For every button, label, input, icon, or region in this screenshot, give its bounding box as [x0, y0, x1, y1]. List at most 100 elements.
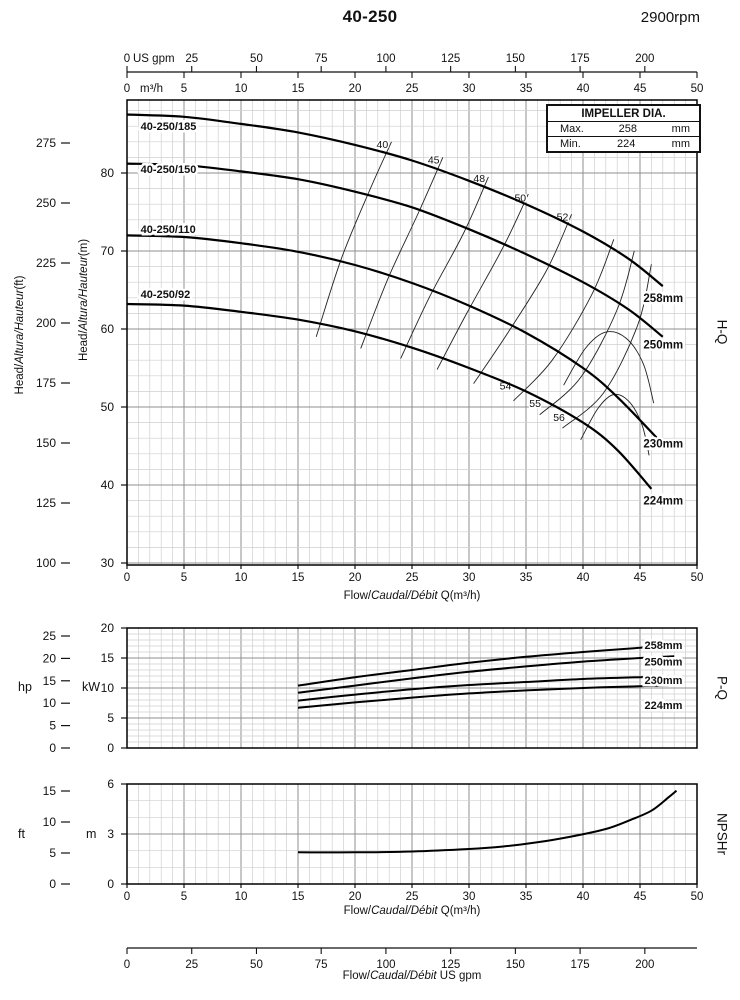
head-ft-axis-label-pre: Head/ [14, 363, 26, 395]
hq-x-tick-label: 35 [520, 572, 533, 584]
top-gpm-tick-label: 125 [441, 53, 460, 65]
head-m-axis-label-post: (m) [78, 238, 90, 257]
npshr-ft-tick-label: 5 [49, 846, 56, 860]
hq-x-tick-label: 40 [577, 572, 590, 584]
hq-flow-axis-label: Flow/Caudal/Débit Q(m³/h) [344, 590, 481, 602]
gpm-flow-axis-label-pre: Flow/ [342, 970, 371, 982]
pq-diameter-label-258mm: 258mm [645, 640, 683, 652]
head-m-tick-label: 50 [101, 400, 115, 414]
bottom-gpm-tick-label: 75 [315, 959, 328, 971]
top-m3h-tick-label: 10 [235, 83, 248, 95]
gpm-flow-axis-label-italic: Caudal/Débit [370, 970, 437, 982]
model-label-40-250/150: 40-250/150 [141, 164, 197, 176]
top-gpm-zero-label: 0 [124, 53, 130, 65]
hp-tick-label: 10 [43, 696, 57, 710]
hp-tick-label: 20 [43, 651, 57, 665]
efficiency-label-40: 40 [377, 139, 389, 151]
kw-tick-label: 15 [101, 651, 115, 665]
npshr-x-tick-label: 0 [124, 891, 130, 903]
npshr-flow-axis-label-post: Q(m³/h) [437, 905, 481, 917]
hq-x-tick-label: 10 [235, 572, 248, 584]
hq-curve-230mm [126, 234, 658, 439]
impeller-min-label: Min. [560, 138, 581, 150]
kw-tick-label: 20 [101, 621, 115, 635]
efficiency-label-52: 52 [557, 211, 569, 223]
head-m-tick-label: 40 [101, 478, 115, 492]
bottom-gpm-tick-label: 25 [185, 959, 198, 971]
hq-section-label: H-Q [714, 319, 730, 345]
hp-tick-label: 5 [49, 719, 56, 733]
top-gpm-unit-label: US gpm [133, 53, 175, 65]
top-m3h-tick-label: 15 [292, 83, 305, 95]
diameter-label-250mm: 250mm [643, 340, 683, 352]
pq-curve-224mm [297, 684, 669, 709]
hq-x-tick-label: 15 [292, 572, 305, 584]
hq-x-tick-label: 5 [181, 572, 187, 584]
hq-flow-axis-label-pre: Flow/ [343, 590, 372, 602]
pq-diameter-label-224mm: 224mm [645, 700, 683, 712]
diameter-label-230mm: 230mm [643, 439, 683, 451]
hq-x-tick-label: 50 [691, 572, 704, 584]
efficiency-arc-0 [563, 331, 655, 404]
head-m-tick-label: 80 [101, 166, 115, 180]
impeller-max-unit: mm [671, 123, 690, 135]
hp-tick-label: 15 [43, 674, 57, 688]
bottom-gpm-tick-label: 200 [635, 959, 654, 971]
npshr-x-tick-label: 35 [520, 891, 533, 903]
hq-x-tick-label: 30 [463, 572, 476, 584]
rpm-label: 2900rpm [640, 9, 700, 26]
bottom-gpm-tick-label: 150 [506, 959, 525, 971]
head-ft-tick-label: 125 [36, 496, 56, 510]
impeller-min-value: 224 [617, 138, 636, 150]
hq-curve-250mm [126, 162, 664, 338]
bottom-gpm-tick-label: 0 [124, 959, 130, 971]
npshr-ft-tick-label: 0 [49, 877, 56, 891]
impeller-dia-title: IMPELLER DIA. [548, 106, 699, 122]
npshr-x-tick-label: 20 [349, 891, 362, 903]
head-ft-tick-label: 275 [36, 136, 56, 150]
efficiency-line-50 [436, 193, 529, 370]
head-ft-tick-label: 175 [36, 376, 56, 390]
npshr-curve [297, 789, 678, 854]
efficiency-label-56: 56 [553, 412, 565, 424]
head-ft-axis-label-post: (ft) [14, 275, 26, 290]
hq-flow-axis-label-italic: Caudal/Débit [371, 590, 438, 602]
diameter-label-258mm: 258mm [643, 293, 683, 305]
hq-x-tick-label: 0 [124, 572, 130, 584]
model-label-40-250/92: 40-250/92 [141, 289, 191, 301]
top-m3h-zero-label: 0 [124, 83, 130, 95]
head-m-axis-label-pre: Head/ [78, 330, 90, 362]
impeller-max-row: Max. 258 mm [548, 122, 699, 137]
hp-tick-label: 25 [43, 629, 57, 643]
gpm-flow-axis-label: Flow/Caudal/Débit US gpm [343, 970, 482, 982]
page-title: 40-250 [342, 7, 398, 26]
top-gpm-tick-label: 175 [571, 53, 590, 65]
head-ft-tick-label: 225 [36, 256, 56, 270]
hp-tick-label: 0 [49, 741, 56, 755]
impeller-dia-box: IMPELLER DIA. Max. 258 mm Min. 224 mm [546, 104, 701, 153]
efficiency-line-45 [360, 157, 444, 349]
diameter-label-224mm: 224mm [643, 496, 683, 508]
bottom-gpm-tick-label: 175 [571, 959, 590, 971]
top-m3h-tick-label: 20 [349, 83, 362, 95]
model-label-40-250/110: 40-250/110 [141, 224, 196, 236]
kw-tick-label: 5 [107, 711, 114, 725]
npshr-flow-axis-label: Flow/Caudal/Débit Q(m³/h) [344, 905, 481, 917]
bottom-gpm-tick-label: 125 [441, 959, 460, 971]
npshr-x-tick-label: 10 [235, 891, 248, 903]
impeller-min-row: Min. 224 mm [548, 137, 699, 151]
top-m3h-tick-label: 5 [181, 83, 187, 95]
efficiency-line-48 [400, 176, 489, 359]
npshr-m-tick-label: 0 [107, 877, 114, 891]
top-m3h-tick-label: 45 [634, 83, 647, 95]
pq-diameter-label-250mm: 250mm [645, 657, 683, 669]
model-label-40-250/185: 40-250/185 [141, 121, 197, 133]
hq-x-tick-label: 20 [349, 572, 362, 584]
kw-tick-label: 0 [107, 741, 114, 755]
head-m-axis-label: Head/Altura/Hauteur(m) [78, 239, 90, 361]
npshr-x-tick-label: 15 [292, 891, 305, 903]
head-ft-axis-label-italic: Altura/Hauteur [14, 289, 26, 364]
hq-x-tick-label: 25 [406, 572, 419, 584]
